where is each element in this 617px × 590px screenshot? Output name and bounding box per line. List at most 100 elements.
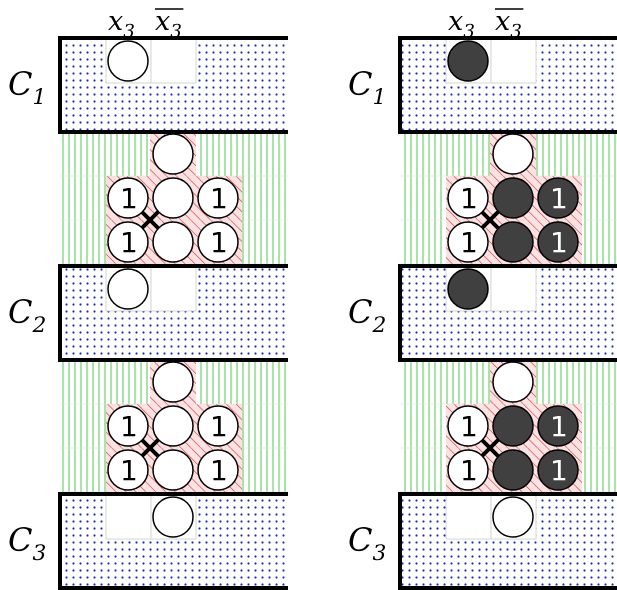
header-not-x3-0: x3 — [155, 6, 184, 43]
clause-label-1-2: C3 — [348, 521, 386, 566]
slot-not-x3-cell — [150, 37, 197, 84]
clause-label-1-2-text: C3 — [348, 521, 386, 566]
gadget-middle-token-disc — [152, 221, 194, 263]
slot-not-x3-token — [152, 496, 194, 538]
gadget-left-token: 1 — [107, 221, 149, 263]
slot-x3-cell — [445, 493, 492, 540]
gadget-left-token: 1 — [107, 449, 149, 491]
gadget-middle-token — [492, 177, 534, 219]
gadget-left-token-number: 1 — [460, 454, 478, 487]
slot-not-x3-token — [492, 496, 534, 538]
header-x3-1: x3 — [448, 6, 475, 43]
gadget-right-token: 1 — [197, 221, 239, 263]
clause-label-0-1: C2 — [8, 293, 46, 338]
header-x3-0: x3 — [108, 6, 135, 43]
gadget-right-token-number: 1 — [210, 226, 228, 259]
gadget-right-token-disc — [537, 221, 579, 263]
cross-mark — [480, 210, 500, 230]
gadget-left-token: 1 — [107, 405, 149, 447]
header-not-x3-1: x3 — [495, 6, 524, 43]
slot-not-x3-cell — [150, 265, 197, 312]
gadget-right-token: 1 — [197, 405, 239, 447]
gadget-right-token-disc — [537, 449, 579, 491]
gadget-left-token: 1 — [107, 177, 149, 219]
slot-x3-token-disc — [107, 268, 149, 310]
clause-label-0-2: C3 — [8, 521, 46, 566]
gadget-right-token-disc — [537, 405, 579, 447]
gadget-left-token-number: 1 — [120, 410, 138, 443]
clause-label-1-0: C1 — [348, 65, 386, 110]
clause-label-1-0-text: C1 — [348, 65, 386, 110]
cross-mark — [140, 210, 160, 230]
slot-not-x3-token-disc — [492, 496, 534, 538]
gadget-left-token-disc — [107, 221, 149, 263]
gadget-top-token — [492, 133, 534, 175]
gadget-left-token-disc — [107, 177, 149, 219]
slot-not-x3-cell — [490, 265, 537, 312]
cross-mark — [480, 438, 500, 458]
gadget-left-token: 1 — [447, 449, 489, 491]
header-x3-1-text: x3 — [448, 6, 475, 43]
gadget-middle-token-disc — [492, 405, 534, 447]
gadget-right-token: 1 — [537, 177, 579, 219]
gadget-left-token-disc — [447, 449, 489, 491]
gadget-right-token: 1 — [197, 177, 239, 219]
gadget-left-token-disc — [107, 405, 149, 447]
gadget-top-token-disc — [152, 361, 194, 403]
gadget-right-token-number: 1 — [210, 454, 228, 487]
gadget-left-token-number: 1 — [460, 226, 478, 259]
header-x3-0-text: x3 — [108, 6, 135, 43]
slot-x3-token — [447, 40, 489, 82]
gadget-right-token-number: 1 — [550, 454, 568, 487]
gadget-left-token-disc — [107, 449, 149, 491]
clause-row-0-0 — [58, 36, 288, 134]
gadget-left-token-disc — [447, 221, 489, 263]
gadget-middle-token-disc — [492, 449, 534, 491]
gadget-middle-token — [492, 405, 534, 447]
gadget-top-token-disc — [492, 361, 534, 403]
gadget-right-token-disc — [197, 449, 239, 491]
gadget-right-token-disc — [197, 405, 239, 447]
header-not-x3-1-text: x3 — [495, 6, 522, 43]
gadget-middle-token — [152, 405, 194, 447]
gadget-middle-token — [152, 221, 194, 263]
gadget-middle-token — [152, 177, 194, 219]
slot-x3-token-disc — [447, 40, 489, 82]
clause-label-0-0-text: C1 — [8, 65, 46, 110]
gadget-right-token-disc — [197, 177, 239, 219]
gadget-left-token-number: 1 — [120, 226, 138, 259]
gadget-top-token — [152, 361, 194, 403]
slot-x3-token — [107, 40, 149, 82]
gadget-left-token: 1 — [447, 177, 489, 219]
gadget-middle-token-disc — [152, 405, 194, 447]
gadget-middle-token — [492, 449, 534, 491]
slot-x3-token-disc — [107, 40, 149, 82]
gadget-middle-token-disc — [152, 449, 194, 491]
slot-x3-token — [447, 268, 489, 310]
clause-label-0-0: C1 — [8, 65, 46, 110]
gadget-middle-token — [492, 221, 534, 263]
slot-x3-cell — [105, 493, 152, 540]
clause-row-1-0 — [398, 36, 617, 134]
gadget-right-token: 1 — [537, 405, 579, 447]
gadget-middle-token — [152, 449, 194, 491]
clause-row-0-1 — [58, 264, 288, 362]
gadget-right-token-disc — [197, 221, 239, 263]
gadget-right-token-number: 1 — [550, 182, 568, 215]
gadget-middle-token-disc — [152, 177, 194, 219]
gadget-right-token-number: 1 — [550, 226, 568, 259]
gadget-right-token: 1 — [537, 221, 579, 263]
gadget-left-token: 1 — [447, 221, 489, 263]
clause-label-0-1-text: C2 — [8, 293, 46, 338]
gadget-right-token-number: 1 — [210, 182, 228, 215]
gadget-top-token — [492, 361, 534, 403]
gadget-left-token-disc — [447, 177, 489, 219]
cross-mark — [140, 438, 160, 458]
gadget-right-token-number: 1 — [550, 410, 568, 443]
clause-label-1-1-text: C2 — [348, 293, 386, 338]
gadget-top-token-disc — [152, 133, 194, 175]
slot-x3-token-disc — [447, 268, 489, 310]
gadget-left-token-number: 1 — [120, 182, 138, 215]
gadget-left-token: 1 — [447, 405, 489, 447]
